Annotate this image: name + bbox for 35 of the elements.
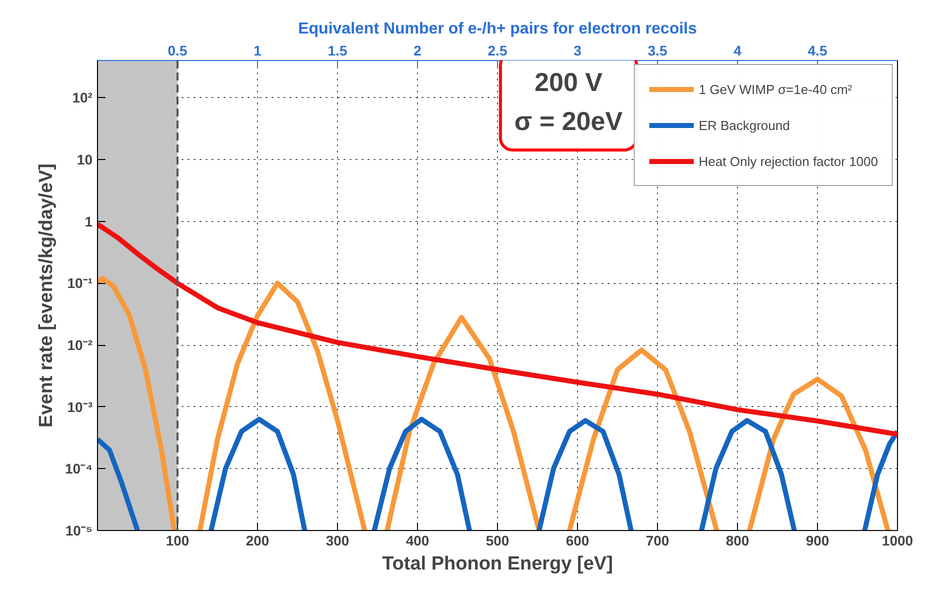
x2-tick-label: 0.5: [168, 42, 188, 58]
x2-tick-label: 3: [574, 42, 582, 58]
x-tick-label: 200: [246, 532, 270, 548]
annotation: σ = 20eV: [514, 106, 624, 136]
x-tick-label: 600: [566, 532, 590, 548]
x-tick-label: 700: [646, 532, 670, 548]
x-tick-label: 300: [326, 532, 350, 548]
x2-tick-label: 4.5: [808, 42, 828, 58]
legend-label: 1 GeV WIMP σ=1e-40 cm²: [698, 82, 852, 96]
x2-axis-title: Equivalent Number of e-/h+ pairs for electron recoils: [298, 20, 697, 38]
y-tick-label: 10⁻⁵: [65, 522, 93, 538]
x-tick-label: 100: [166, 532, 190, 548]
x2-tick-label: 3.5: [648, 42, 668, 58]
y-tick-label: 10⁻¹: [67, 275, 93, 292]
x2-tick-label: 4: [734, 42, 742, 58]
y-axis-title: Event rate [events/kg/day/eV]: [36, 164, 58, 428]
x-axis-title: Total Phonon Energy [eV]: [382, 554, 613, 574]
x2-tick-label: 1.5: [328, 42, 348, 58]
y-tick-label: 10⁻²: [67, 337, 93, 354]
x-tick-label: 900: [806, 532, 830, 548]
legend-label: ER Background: [698, 118, 790, 132]
x-tick-label: 800: [726, 532, 750, 548]
x2-tick-label: 1: [254, 42, 262, 58]
y-tick-label: 10²: [72, 90, 93, 106]
y-tick-label: 10⁻⁴: [65, 460, 93, 477]
y-tick-label: 1: [84, 213, 93, 230]
y-tick-label: 10⁻³: [67, 398, 93, 415]
x-tick-label: 400: [406, 532, 430, 548]
x-tick-label: 500: [486, 532, 510, 548]
x2-tick-label: 2.5: [488, 42, 508, 58]
y-tick-label: 10: [76, 152, 93, 168]
legend-label: Heat Only rejection factor 1000: [698, 154, 878, 168]
annotation: 200 V: [534, 67, 604, 97]
x2-tick-label: 2: [414, 42, 422, 58]
x-tick-label: 1000: [882, 532, 914, 548]
